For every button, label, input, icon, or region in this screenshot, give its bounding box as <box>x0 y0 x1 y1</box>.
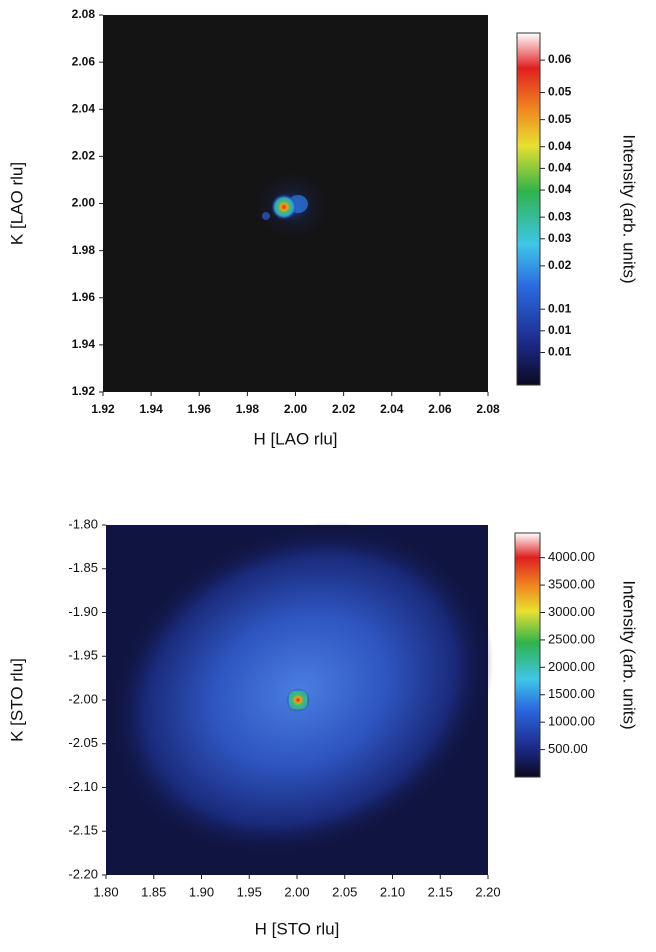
x-tick-label: 1.98 <box>236 402 260 416</box>
y-tick-label: 2.02 <box>72 149 96 163</box>
x-tick-label: 2.06 <box>428 402 452 416</box>
colorbar-tick-label: 0.04 <box>548 182 572 196</box>
colorbar-label: Intensity (arb. units) <box>620 134 639 283</box>
y-tick-label: -2.15 <box>68 823 98 838</box>
colorbar-tick-label: 3500.00 <box>548 577 595 592</box>
colorbar-tick-label: 2000.00 <box>548 659 595 674</box>
colorbar <box>516 32 541 386</box>
x-tick-label: 2.20 <box>475 884 500 899</box>
colorbar-tick-label: 0.01 <box>548 323 572 337</box>
y-tick-label: 2.04 <box>72 101 96 115</box>
colorbar-tick-label: 0.04 <box>548 139 572 153</box>
colorbar-tick-label: 0.02 <box>548 258 572 272</box>
x-tick-label: 2.10 <box>380 884 405 899</box>
y-tick-label: -1.80 <box>68 516 98 531</box>
colorbar-tick-label: 4000.00 <box>548 549 595 564</box>
x-tick-label: 1.85 <box>141 884 166 899</box>
y-axis-label: K [STO rlu] <box>7 658 26 742</box>
x-tick-label: 2.02 <box>332 402 356 416</box>
colorbar-tick-label: 0.05 <box>548 85 572 99</box>
x-tick-label: 2.05 <box>332 884 357 899</box>
colorbar-tick-label: 500.00 <box>548 741 588 756</box>
y-tick-label: -2.20 <box>68 866 98 881</box>
colorbar-label: Intensity (arb. units) <box>620 580 639 729</box>
colorbar-tick-label: 0.05 <box>548 112 572 126</box>
x-tick-label: 1.90 <box>189 884 214 899</box>
x-tick-label: 2.08 <box>476 402 500 416</box>
x-tick-label: 1.95 <box>237 884 262 899</box>
panel: 1.80 1.85 1.90 1.95 2.00 2.05 2.10 2.15 2.20 -2.2… <box>7 516 638 938</box>
y-tick-label: 2.06 <box>72 54 96 68</box>
y-tick-label: 1.94 <box>72 337 96 351</box>
colorbar-tick-label: 1000.00 <box>548 714 595 729</box>
x-tick-label: 1.92 <box>91 402 115 416</box>
y-tick-label: -2.05 <box>68 735 98 750</box>
y-tick-label: 2.00 <box>72 196 96 210</box>
x-tick-label: 2.00 <box>284 402 308 416</box>
colorbar-tick-label: 0.01 <box>548 345 572 359</box>
x-tick-label: 2.04 <box>380 402 404 416</box>
colorbar-tick-label: 0.03 <box>548 231 572 245</box>
x-tick-label: 1.96 <box>188 402 212 416</box>
colorbar-tick-label: 1500.00 <box>548 686 595 701</box>
colorbar-tick-label: 0.04 <box>548 161 572 175</box>
y-tick-label: 1.98 <box>72 243 96 257</box>
x-axis-label: H [STO rlu] <box>255 919 340 938</box>
y-tick-label: 1.92 <box>72 384 96 398</box>
x-tick-label: 2.15 <box>428 884 453 899</box>
colorbar-tick-label: 0.06 <box>548 52 572 66</box>
y-tick-label: 1.96 <box>72 290 96 304</box>
colorbar-tick-label: 0.03 <box>548 209 572 223</box>
y-tick-label: 2.08 <box>72 7 96 21</box>
colorbar <box>514 532 541 778</box>
colorbar-tick-label: 3000.00 <box>548 604 595 619</box>
x-axis-label: H [LAO rlu] <box>253 429 337 448</box>
y-tick-label: -1.90 <box>68 604 98 619</box>
y-tick-label: -2.10 <box>68 779 98 794</box>
y-tick-label: -2.00 <box>68 691 98 706</box>
x-tick-label: 1.80 <box>93 884 118 899</box>
y-tick-label: -1.95 <box>68 648 98 663</box>
heatmap-image <box>103 15 494 875</box>
panel: 1.92 1.94 1.96 1.98 2.00 2.02 2.04 2.06 2.08 1.92… <box>7 7 638 448</box>
y-tick-label: -1.85 <box>68 560 98 575</box>
colorbar-tick-label: 0.01 <box>548 301 572 315</box>
y-axis-label: K [LAO rlu] <box>7 162 26 245</box>
x-tick-label: 2.00 <box>284 884 309 899</box>
x-tick-label: 1.94 <box>139 402 163 416</box>
colorbar-tick-label: 2500.00 <box>548 631 595 646</box>
